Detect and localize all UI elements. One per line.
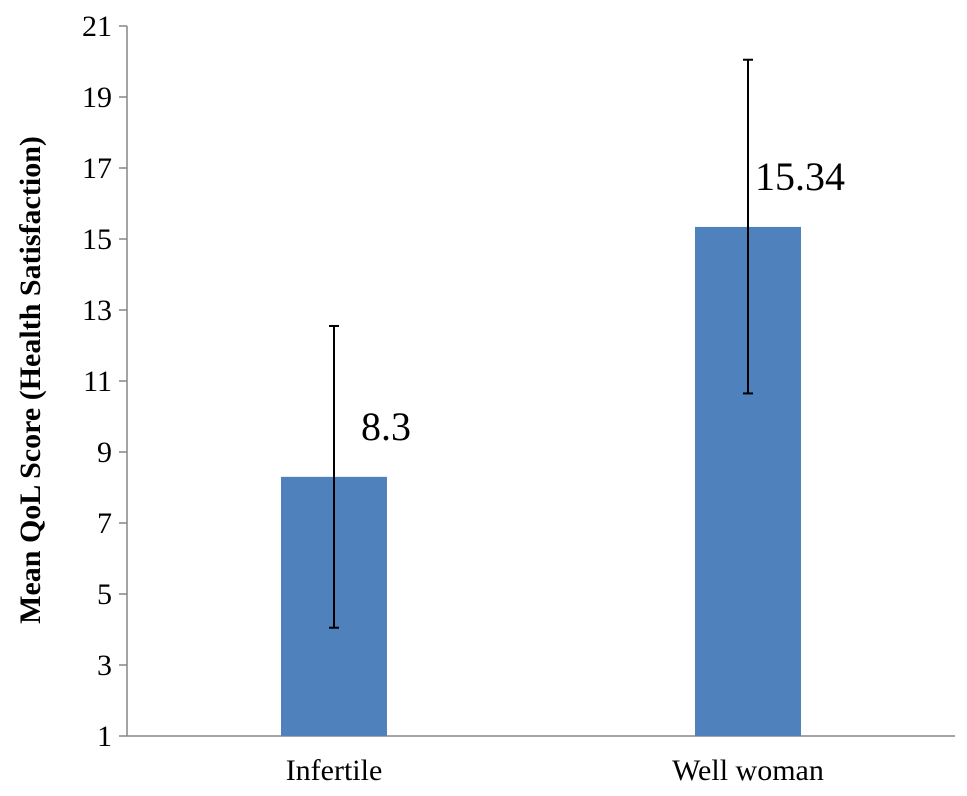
- y-tick-label: 1: [97, 720, 112, 753]
- x-axis: Infertile Well woman: [127, 735, 955, 787]
- data-labels: 8.3 15.34: [361, 154, 845, 449]
- x-category-label: Infertile: [286, 754, 383, 787]
- error-bars: [329, 58, 753, 629]
- y-tick-label: 15: [82, 223, 112, 256]
- y-tick-label: 17: [82, 152, 112, 185]
- y-tick-label: 11: [83, 365, 112, 398]
- data-label: 8.3: [361, 404, 411, 449]
- x-category-label: Well woman: [672, 754, 824, 787]
- y-tick-label: 19: [82, 81, 112, 114]
- y-tick-label: 7: [97, 507, 112, 540]
- y-tick-label: 3: [97, 649, 112, 682]
- y-axis-title: Mean QoL Score (Health Satisfaction): [14, 136, 47, 624]
- y-tick-label: 9: [97, 436, 112, 469]
- y-tick-label: 13: [82, 294, 112, 327]
- bars: [281, 226, 801, 736]
- y-tick-label: 5: [97, 578, 112, 611]
- data-label: 15.34: [755, 154, 845, 199]
- y-tick-label: 21: [82, 10, 112, 43]
